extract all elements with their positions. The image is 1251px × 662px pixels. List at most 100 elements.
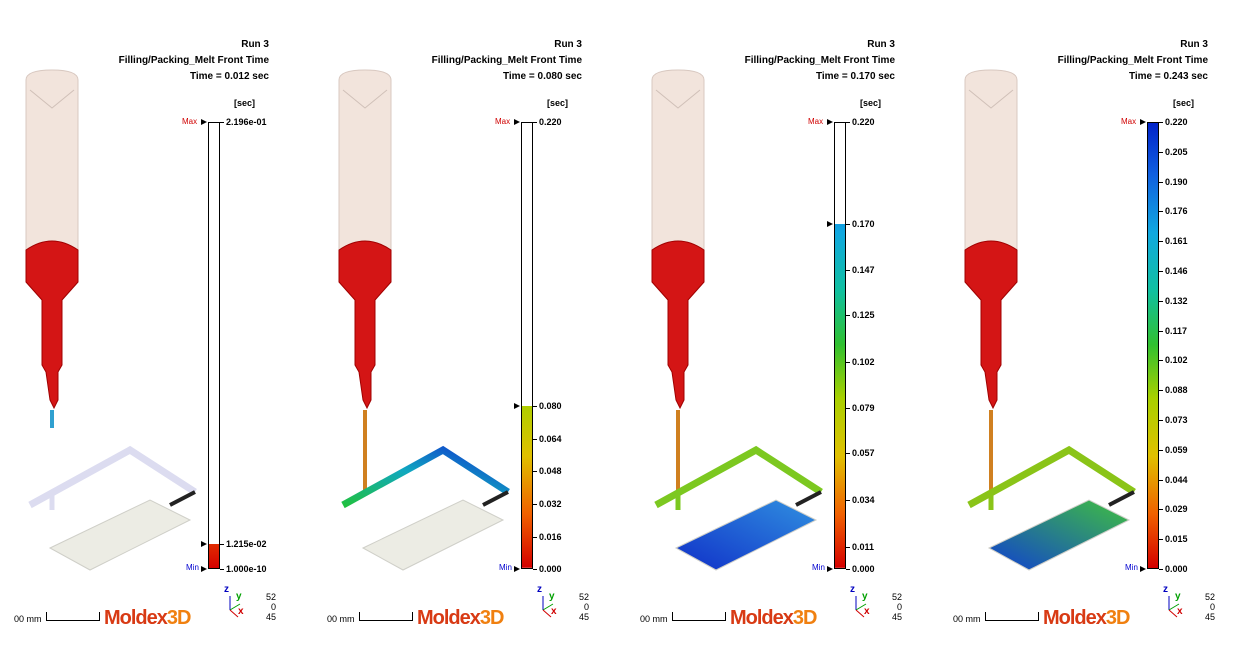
- color-legend-bar: [834, 122, 846, 569]
- legend-tick-label: 0.048: [539, 466, 562, 477]
- scale-bar: [985, 612, 1039, 621]
- legend-tick-label: 0.073: [1165, 415, 1188, 425]
- max-label: Max: [808, 117, 824, 126]
- view-angle-value: 52: [265, 592, 276, 602]
- moldex3d-logo: Moldex3D: [104, 607, 192, 630]
- result-panel: Run 3 Filling/Packing_Melt Front Time Time…: [0, 0, 313, 662]
- time-label: Time = 0.012 sec: [189, 71, 269, 82]
- run-label: Run 3: [867, 39, 895, 50]
- legend-tick: [533, 122, 537, 123]
- min-marker-icon: [514, 566, 520, 572]
- legend-tick: [533, 471, 537, 473]
- view-angle-value: 45: [578, 612, 589, 622]
- legend-tick-label: 0.034: [852, 494, 875, 505]
- legend-tick-label: 0.125: [852, 310, 875, 320]
- axis-x-label: x: [1177, 606, 1183, 617]
- unit-label: [sec]: [234, 98, 256, 108]
- view-angle-readout: 52 0 45: [1201, 592, 1215, 622]
- legend-tick-label: 0.080: [539, 401, 562, 412]
- logo-text-3d: 3D: [166, 607, 192, 629]
- scale-label: 00 mm: [953, 614, 981, 624]
- legend-tick-label: 0.044: [1165, 474, 1188, 485]
- view-angle-value: 52: [891, 592, 902, 602]
- legend-tick: [1159, 509, 1163, 511]
- legend-tick: [846, 361, 850, 363]
- legend-tick-label: 0.117: [1165, 325, 1188, 336]
- legend-tick: [846, 408, 850, 410]
- axis-y-label: y: [549, 591, 555, 602]
- mold-model-view[interactable]: [0, 0, 313, 600]
- result-header: Run 3 Filling/Packing_Melt Front Time Time…: [432, 37, 582, 85]
- legend-tick: [846, 315, 850, 316]
- view-angle-value: 0: [583, 602, 589, 612]
- logo-text-3d: 3D: [479, 607, 505, 629]
- axis-z-label: z: [224, 584, 229, 595]
- legend-tick: [846, 270, 850, 272]
- result-panel: Run 3 Filling/Packing_Melt Front Time Time…: [939, 0, 1251, 662]
- mold-model-view[interactable]: [626, 0, 939, 600]
- mold-model-view[interactable]: [313, 0, 626, 600]
- logo-text: Moldex: [417, 607, 481, 629]
- legend-tick: [1159, 569, 1163, 570]
- view-angle-readout: 52 0 45: [575, 592, 589, 622]
- color-legend-bar: [521, 122, 533, 569]
- legend-tick: [846, 223, 850, 225]
- logo-text-3d: 3D: [1105, 607, 1131, 629]
- legend-fill: [1148, 123, 1158, 568]
- max-marker-icon: [201, 119, 207, 125]
- legend-fill: [835, 224, 845, 568]
- scale-bar: [46, 612, 100, 621]
- min-marker-icon: [827, 566, 833, 572]
- min-marker-icon: [1140, 566, 1146, 572]
- min-label: Min: [812, 563, 825, 572]
- result-name: Filling/Packing_Melt Front Time: [744, 55, 895, 66]
- legend-tick: [1159, 122, 1163, 123]
- view-angle-value: 0: [270, 602, 276, 612]
- result-header: Run 3 Filling/Packing_Melt Front Time Time…: [745, 37, 895, 85]
- legend-tick: [533, 536, 537, 538]
- result-panel: Run 3 Filling/Packing_Melt Front Time Time…: [626, 0, 939, 662]
- legend-tick-label: 1.215e-02: [226, 539, 267, 550]
- mold-model-view[interactable]: [939, 0, 1251, 600]
- legend-fill: [209, 543, 219, 568]
- legend-tick: [1159, 211, 1163, 213]
- scale-bar: [359, 612, 413, 621]
- moldex3d-logo: Moldex3D: [417, 607, 505, 630]
- legend-tick: [1159, 539, 1163, 541]
- legend-tick-label: 0.016: [539, 531, 562, 542]
- view-angle-value: 45: [1204, 612, 1215, 622]
- unit-label: [sec]: [860, 98, 882, 108]
- legend-tick: [846, 453, 850, 455]
- result-name: Filling/Packing_Melt Front Time: [118, 55, 269, 66]
- run-label: Run 3: [241, 39, 269, 50]
- legend-tick: [533, 503, 537, 505]
- legend-tick-label: 0.190: [1165, 176, 1188, 187]
- legend-tick-label: 0.220: [1165, 117, 1188, 127]
- current-value-marker-icon: [201, 541, 207, 548]
- legend-tick: [1159, 151, 1163, 153]
- moldex3d-logo: Moldex3D: [1043, 607, 1131, 630]
- legend-tick-label: 0.011: [852, 541, 875, 552]
- legend-tick-label: 0.064: [539, 433, 562, 444]
- legend-tick-label: 0.220: [539, 117, 562, 127]
- legend-tick-label: 0.057: [852, 448, 875, 459]
- min-label: Min: [499, 563, 512, 572]
- view-angle-value: 0: [1209, 602, 1215, 612]
- max-label: Max: [182, 117, 198, 126]
- legend-tick: [220, 544, 224, 546]
- min-label: Min: [1125, 563, 1138, 572]
- logo-text: Moldex: [104, 607, 168, 629]
- legend-tick-label: 0.029: [1165, 504, 1188, 515]
- axis-y-label: y: [862, 591, 868, 602]
- result-name: Filling/Packing_Melt Front Time: [431, 55, 582, 66]
- result-header: Run 3 Filling/Packing_Melt Front Time Time…: [119, 37, 269, 85]
- legend-fill: [522, 406, 532, 568]
- axis-z-label: z: [850, 584, 855, 595]
- scale-bar: [672, 612, 726, 621]
- color-legend-bar: [208, 122, 220, 569]
- legend-tick-label: 2.196e-01: [226, 117, 267, 127]
